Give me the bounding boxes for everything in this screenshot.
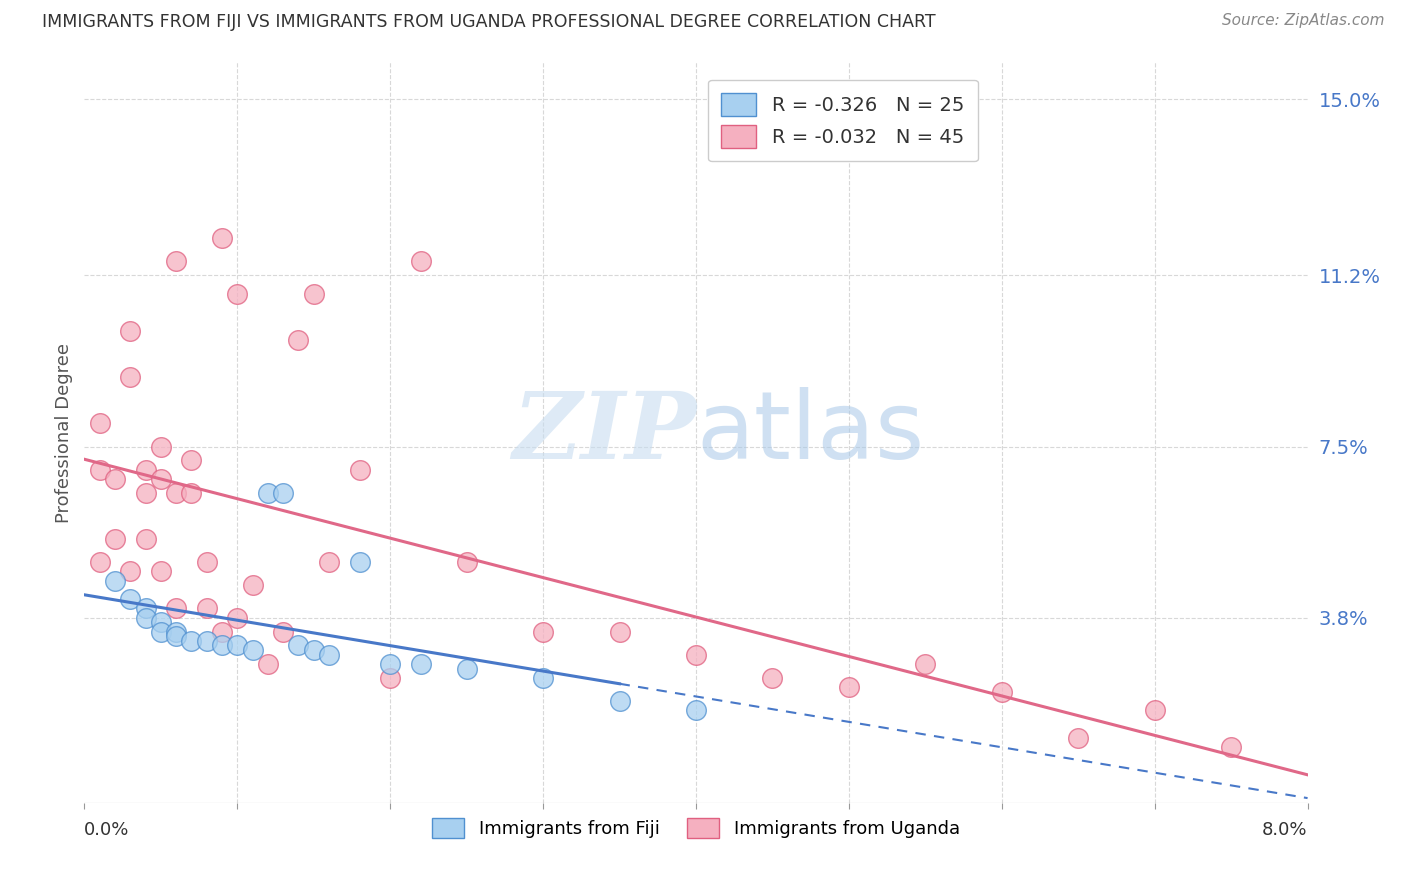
Point [531,624,554,639]
Point [211,231,233,245]
Point [165,254,187,268]
Point [135,610,157,624]
Point [149,615,172,630]
Text: IMMIGRANTS FROM FIJI VS IMMIGRANTS FROM UGANDA PROFESSIONAL DEGREE CORRELATION C: IMMIGRANTS FROM FIJI VS IMMIGRANTS FROM … [42,13,936,31]
Point [104,532,127,546]
Point [456,555,478,569]
Point [287,639,309,653]
Text: atlas: atlas [696,386,924,479]
Point [226,610,249,624]
Point [149,565,172,579]
Text: Source: ZipAtlas.com: Source: ZipAtlas.com [1222,13,1385,29]
Point [226,639,249,653]
Point [120,565,142,579]
Point [287,333,309,347]
Point [165,485,187,500]
Point [380,671,402,685]
Point [149,472,172,486]
Y-axis label: Professional Degree: Professional Degree [55,343,73,523]
Point [271,624,294,639]
Point [135,601,157,615]
Point [609,694,631,708]
Point [165,629,187,643]
Point [135,462,157,476]
Point [89,462,111,476]
Point [211,624,233,639]
Point [257,485,280,500]
Point [242,578,264,592]
Point [149,440,172,454]
Point [685,703,707,717]
Point [226,286,249,301]
Point [195,555,218,569]
Point [165,601,187,615]
Point [180,485,202,500]
Point [318,648,340,662]
Point [409,254,432,268]
Point [211,639,233,653]
Point [349,462,371,476]
Point [1143,703,1166,717]
Point [685,648,707,662]
Point [120,370,142,384]
Point [104,574,127,588]
Point [318,555,340,569]
Point [838,680,860,694]
Text: 0.0%: 0.0% [84,822,129,839]
Point [914,657,936,671]
Point [149,624,172,639]
Point [761,671,783,685]
Point [135,532,157,546]
Point [257,657,280,671]
Point [991,685,1014,699]
Point [409,657,432,671]
Point [104,472,127,486]
Point [531,671,554,685]
Point [120,592,142,607]
Point [180,453,202,467]
Point [135,485,157,500]
Point [195,633,218,648]
Point [89,555,111,569]
Point [302,286,325,301]
Point [1067,731,1090,745]
Point [302,643,325,657]
Point [195,601,218,615]
Point [271,485,294,500]
Point [349,555,371,569]
Point [120,324,142,338]
Text: ZIP: ZIP [512,388,696,477]
Point [180,633,202,648]
Point [1220,740,1243,755]
Point [380,657,402,671]
Point [456,662,478,676]
Point [89,417,111,431]
Text: 8.0%: 8.0% [1263,822,1308,839]
Point [242,643,264,657]
Legend: Immigrants from Fiji, Immigrants from Uganda: Immigrants from Fiji, Immigrants from Ug… [425,810,967,846]
Point [609,624,631,639]
Point [165,624,187,639]
